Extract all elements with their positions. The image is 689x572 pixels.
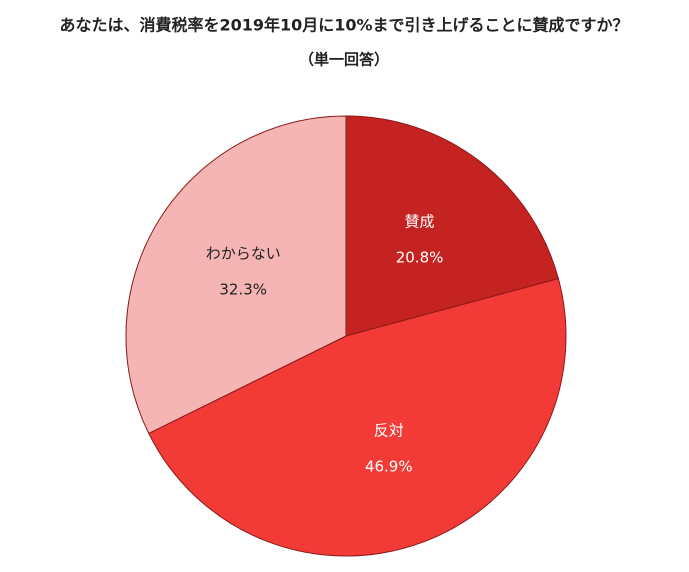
pie-slice [148, 278, 567, 557]
slice-label: 賛成 [405, 212, 435, 230]
slice-value-label: 46.9% [365, 458, 413, 476]
chart-subtitle: （単一回答） [299, 51, 389, 69]
slice-value-label: 32.3% [219, 281, 267, 299]
chart-title: あなたは、消費税率を2019年10月に10%まで引き上げることに賛成ですか？ [59, 16, 628, 35]
pie-slice [345, 115, 559, 337]
slice-label: 反対 [374, 422, 404, 440]
slice-value-label: 20.8% [396, 248, 444, 266]
pie-slice [125, 115, 347, 435]
slice-label: わからない [206, 245, 281, 263]
pie: 賛成 20.8% 反対 46.9% わからない 32.3% [125, 115, 567, 557]
